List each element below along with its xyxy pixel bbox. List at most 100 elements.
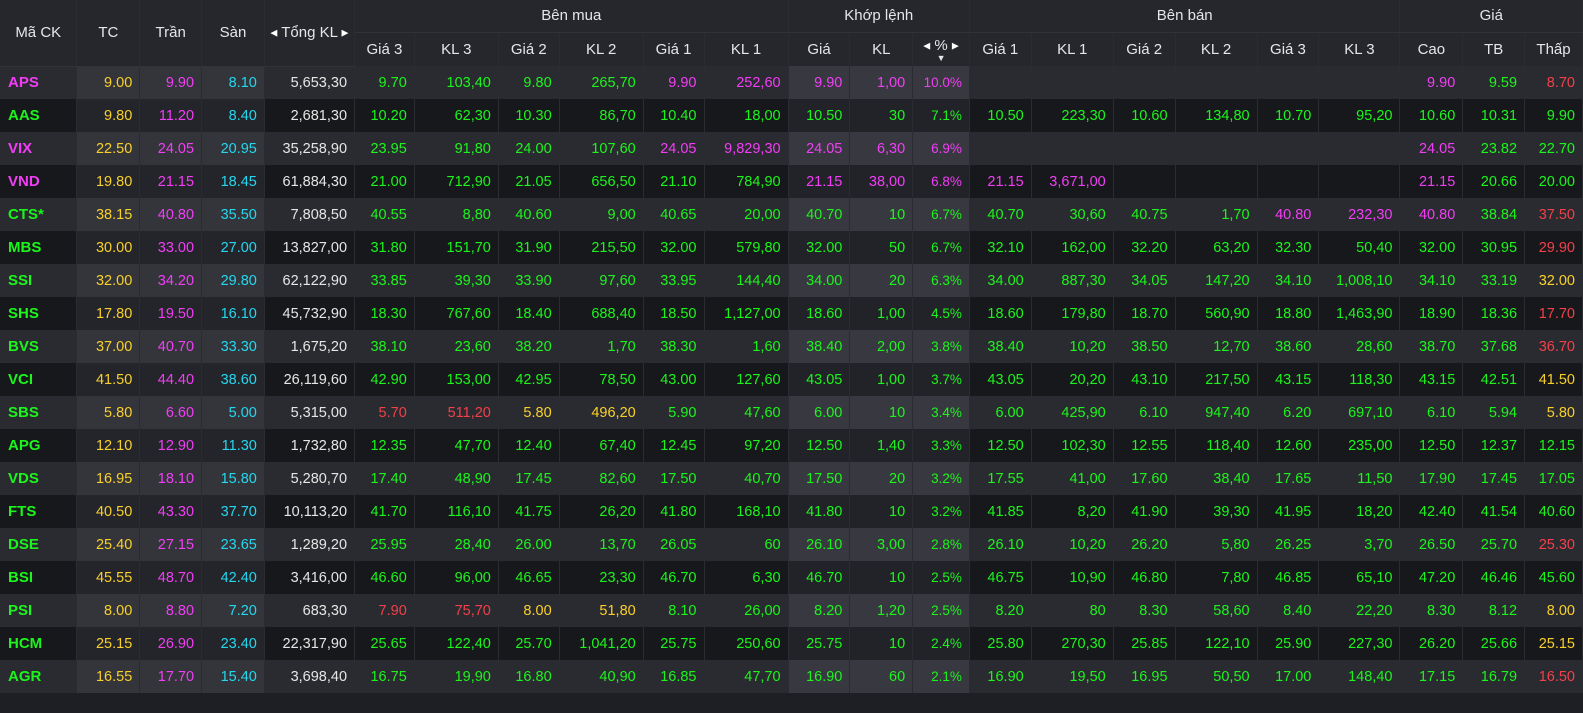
sell-cell: 10.60 (1113, 99, 1176, 132)
col-header-buy-5[interactable]: KL 1 (704, 32, 789, 66)
symbol-cell[interactable]: APG (0, 429, 78, 462)
sell-cell: 38.40 (969, 330, 1032, 363)
col-header-buy-3[interactable]: KL 2 (559, 32, 644, 66)
col-header-price-1[interactable]: TB (1462, 32, 1526, 66)
symbol-cell[interactable]: VND (0, 165, 78, 198)
high-avg-low-cell: 17.05 (1524, 462, 1583, 495)
buy-cell: 97,20 (704, 429, 789, 462)
col-header-sell-0[interactable]: Giá 1 (969, 32, 1032, 66)
symbol-cell[interactable]: FTS (0, 495, 78, 528)
caret-right-icon[interactable]: ▶ (341, 27, 349, 38)
matched-cell: 3.3% (912, 429, 970, 462)
table-row[interactable]: APG 12.10 12.90 11.30 1,732,80 12.35 47,70 12.4… (0, 429, 1583, 462)
table-row[interactable]: SHS 17.80 19.50 16.10 45,732,90 18.30 767,60 18… (0, 297, 1583, 330)
symbol-cell[interactable]: APS (0, 66, 78, 99)
symbol-cell[interactable]: BVS (0, 330, 78, 363)
symbol-cell[interactable]: AGR (0, 660, 78, 693)
col-header-matched-0[interactable]: Giá (788, 32, 851, 66)
sell-cell: 38.60 (1257, 330, 1320, 363)
sell-cell: 30,60 (1031, 198, 1114, 231)
table-row[interactable]: PSI 8.00 8.80 7.20 683,30 7.90 75,70 8.00 51,80 8… (0, 594, 1583, 627)
table-row[interactable]: APS 9.00 9.90 8.10 5,653,30 9.70 103,40 9.80 265… (0, 66, 1583, 99)
table-row[interactable]: VCI 41.50 44.40 38.60 26,119,60 42.90 153,00 42… (0, 363, 1583, 396)
symbol-cell[interactable]: CTS* (0, 198, 78, 231)
table-row[interactable]: VIX 22.50 24.05 20.95 35,258,90 23.95 91,80 24.… (0, 132, 1583, 165)
high-avg-low-cell: 45.60 (1524, 561, 1583, 594)
col-header-price-2[interactable]: Thấp (1524, 32, 1583, 66)
table-row[interactable]: SBS 5.80 6.60 5.00 5,315,00 5.70 511,20 5.80 496… (0, 396, 1583, 429)
col-header-sell-3[interactable]: KL 2 (1175, 32, 1258, 66)
col-header-buy-0[interactable]: Giá 3 (354, 32, 415, 66)
buy-cell: 21.00 (354, 165, 415, 198)
matched-cell: 2.4% (912, 627, 970, 660)
col-header-sell-2[interactable]: Giá 2 (1113, 32, 1176, 66)
ref-price-cell: 9.80 (76, 99, 141, 132)
table-row[interactable]: CTS* 38.15 40.80 35.50 7,808,50 40.55 8,80 40.6… (0, 198, 1583, 231)
table-row[interactable]: AAS 9.80 11.20 8.40 2,681,30 10.20 62,30 10.30 8… (0, 99, 1583, 132)
table-row[interactable]: AGR 16.55 17.70 15.40 3,698,40 16.75 19,90 16.8… (0, 660, 1583, 693)
buy-cell: 9.80 (498, 66, 560, 99)
caret-right-icon[interactable]: ▶ (951, 40, 959, 51)
symbol-cell[interactable]: DSE (0, 528, 78, 561)
col-header-sell-4[interactable]: Giá 3 (1257, 32, 1320, 66)
symbol-cell[interactable]: VCI (0, 363, 78, 396)
total-volume-cell: 61,884,30 (264, 165, 356, 198)
high-avg-low-cell: 8.30 (1399, 594, 1464, 627)
symbol-cell[interactable]: VIX (0, 132, 78, 165)
ceiling-price-cell: 9.90 (139, 66, 203, 99)
col-header-floor[interactable]: Sàn (201, 0, 265, 67)
high-avg-low-cell: 29.90 (1524, 231, 1583, 264)
table-row[interactable]: SSI 32.00 34.20 29.80 62,122,90 33.85 39,30 33.… (0, 264, 1583, 297)
col-header-buy-4[interactable]: Giá 1 (643, 32, 705, 66)
floor-price-cell: 20.95 (201, 132, 265, 165)
symbol-cell[interactable]: AAS (0, 99, 78, 132)
buy-cell: 41.70 (354, 495, 415, 528)
col-header-buy-1[interactable]: KL 3 (414, 32, 499, 66)
caret-left-icon[interactable]: ◀ (270, 27, 278, 38)
caret-left-icon[interactable]: ◀ (923, 40, 931, 51)
col-header-symbol[interactable]: Mã CK (0, 0, 78, 67)
table-row[interactable]: DSE 25.40 27.15 23.65 1,289,20 25.95 28,40 26.0… (0, 528, 1583, 561)
high-avg-low-cell: 46.46 (1462, 561, 1526, 594)
table-row[interactable]: HCM 25.15 26.90 23.40 22,317,90 25.65 122,40 25… (0, 627, 1583, 660)
symbol-cell[interactable]: MBS (0, 231, 78, 264)
table-row[interactable]: FTS 40.50 43.30 37.70 10,113,20 41.70 116,10 41… (0, 495, 1583, 528)
high-avg-low-cell: 25.66 (1462, 627, 1526, 660)
sort-desc-icon[interactable]: ▼ (936, 53, 946, 64)
buy-cell: 18.50 (643, 297, 705, 330)
buy-cell: 122,40 (414, 627, 499, 660)
col-header-total-volume[interactable]: ◀ Tổng KL ▶ (264, 0, 356, 67)
table-row[interactable]: VDS 16.95 18.10 15.80 5,280,70 17.40 48,90 17.4… (0, 462, 1583, 495)
table-row[interactable]: BSI 45.55 48.70 42.40 3,416,00 46.60 96,00 46.6… (0, 561, 1583, 594)
sell-cell: 147,20 (1175, 264, 1258, 297)
matched-cell: 1,20 (849, 594, 914, 627)
buy-cell: 62,30 (414, 99, 499, 132)
high-avg-low-cell: 41.50 (1524, 363, 1583, 396)
symbol-cell[interactable]: VDS (0, 462, 78, 495)
col-header-ref[interactable]: TC (76, 0, 141, 67)
col-header-sell-1[interactable]: KL 1 (1031, 32, 1114, 66)
col-header-price-0[interactable]: Cao (1399, 32, 1464, 66)
sell-cell: 3,671,00 (1031, 165, 1114, 198)
col-header-sell-5[interactable]: KL 3 (1318, 32, 1401, 66)
symbol-cell[interactable]: SBS (0, 396, 78, 429)
col-header-ceiling[interactable]: Trần (139, 0, 203, 67)
symbol-cell[interactable]: BSI (0, 561, 78, 594)
matched-cell: 10 (849, 495, 914, 528)
floor-price-cell: 5.00 (201, 396, 265, 429)
col-header-matched-2[interactable]: ◀ % ▶ ▼ (912, 32, 970, 66)
ref-price-cell: 32.00 (76, 264, 141, 297)
table-row[interactable]: BVS 37.00 40.70 33.30 1,675,20 38.10 23,60 38.2… (0, 330, 1583, 363)
buy-cell: 40,90 (559, 660, 644, 693)
symbol-cell[interactable]: PSI (0, 594, 78, 627)
col-header-matched-1[interactable]: KL (849, 32, 914, 66)
table-row[interactable]: MBS 30.00 33.00 27.00 13,827,00 31.80 151,70 31… (0, 231, 1583, 264)
table-row[interactable]: VND 19.80 21.15 18.45 61,884,30 21.00 712,90 21… (0, 165, 1583, 198)
col-header-buy-2[interactable]: Giá 2 (498, 32, 560, 66)
floor-price-cell: 7.20 (201, 594, 265, 627)
symbol-cell[interactable]: SHS (0, 297, 78, 330)
symbol-cell[interactable]: HCM (0, 627, 78, 660)
ceiling-price-cell: 40.80 (139, 198, 203, 231)
symbol-cell[interactable]: SSI (0, 264, 78, 297)
buy-cell: 784,90 (704, 165, 789, 198)
